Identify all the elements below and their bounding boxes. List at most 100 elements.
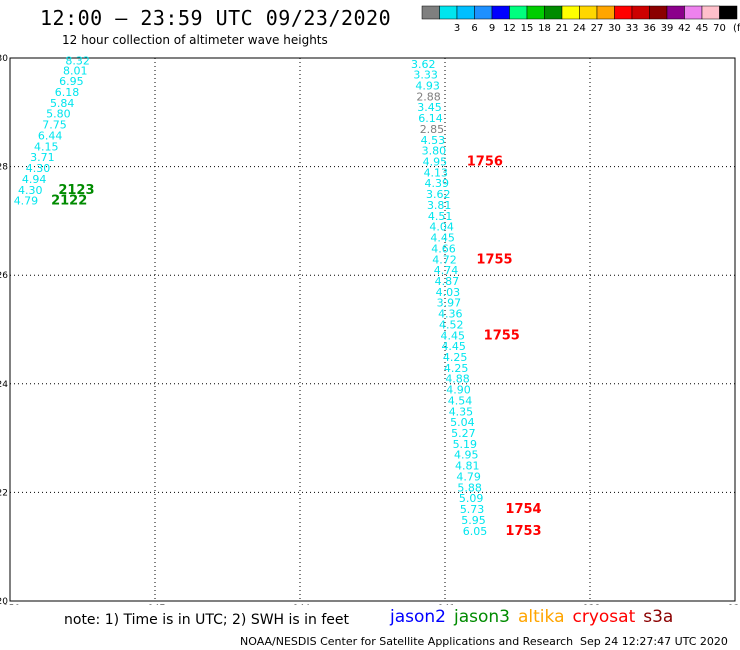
wave-height-point: 4.66 xyxy=(431,242,456,255)
pass-time-label: 2123 xyxy=(58,183,94,198)
wave-height-point: 3.45 xyxy=(417,101,442,114)
wave-height-point: 4.30 xyxy=(18,184,43,197)
legend-label: 70 xyxy=(713,23,726,34)
wave-height-point: 4.93 xyxy=(415,79,440,92)
legend-label: 45 xyxy=(696,23,709,34)
wave-height-point: 4.74 xyxy=(434,264,459,277)
legend-label: 39 xyxy=(661,23,674,34)
wave-height-point: 4.13 xyxy=(424,166,449,179)
pass-time-label: 1756 xyxy=(467,155,503,170)
wave-height-point: 3.80 xyxy=(422,145,447,158)
wave-height-point: 4.36 xyxy=(438,308,463,321)
wave-height-point: 4.45 xyxy=(430,232,455,245)
wave-height-point: 7.75 xyxy=(42,119,67,132)
pass-time-label: 1755 xyxy=(476,252,512,267)
y-tick-label: 24 xyxy=(0,380,8,390)
mission-s3a: s3a xyxy=(643,607,674,627)
mission-jason3: jason3 xyxy=(454,607,510,627)
mission-jason2: jason2 xyxy=(390,607,446,627)
y-tick-label: 30 xyxy=(0,54,8,64)
wave-height-point: 4.30 xyxy=(26,162,51,175)
legend-label: 9 xyxy=(489,23,495,34)
wave-height-point: 4.45 xyxy=(441,340,466,353)
wave-height-point: 5.88 xyxy=(457,481,482,494)
wave-height-point: 5.95 xyxy=(461,514,486,527)
wave-height-point: 4.51 xyxy=(428,210,453,223)
wave-height-point: 4.25 xyxy=(444,362,469,375)
y-tick-label: 22 xyxy=(0,488,8,498)
pass-time-label: 1754 xyxy=(505,502,541,517)
generated-timestamp: Sep 24 12:27:47 UTC 2020 xyxy=(580,635,728,648)
x-tick-label: -141 xyxy=(435,604,455,605)
legend-label: 21 xyxy=(556,23,569,34)
wave-height-point: 2.85 xyxy=(420,123,445,136)
mission-cryosat: cryosat xyxy=(572,607,636,627)
legend-label: 42 xyxy=(678,23,691,34)
pass-time-label: 2122 xyxy=(51,194,87,209)
wave-height-point: 4.39 xyxy=(425,177,450,190)
wave-height-point: 4.95 xyxy=(423,156,448,169)
legend-label: 30 xyxy=(608,23,621,34)
footnote: note: 1) Time is in UTC; 2) SWH is in fe… xyxy=(64,612,350,628)
wave-height-point: 6.05 xyxy=(463,525,488,538)
wave-height-point: 5.80 xyxy=(46,108,71,121)
wave-height-point: 5.73 xyxy=(460,503,485,516)
wave-height-point: 4.25 xyxy=(443,351,468,364)
legend-swatch xyxy=(719,5,738,20)
x-tick-label: -147 xyxy=(145,604,165,605)
wave-height-point: 4.15 xyxy=(34,140,59,153)
wave-height-point: 6.18 xyxy=(55,86,80,99)
legend-label: 27 xyxy=(591,23,604,34)
wave-height-point: 4.87 xyxy=(435,275,460,288)
map-frame xyxy=(9,57,736,602)
wave-height-point: 4.35 xyxy=(449,405,474,418)
wave-height-point: 8.32 xyxy=(65,55,90,68)
wave-height-map: -150 -147 -144 -141 -138 -135 20 22 24 26 28 30 8.32… xyxy=(0,54,740,605)
wave-height-point: 3.81 xyxy=(427,199,452,212)
wave-height-point: 2.88 xyxy=(416,90,441,103)
wave-height-point: 3.33 xyxy=(413,69,438,82)
legend-label: 18 xyxy=(538,23,551,34)
wave-height-point: 5.09 xyxy=(459,492,484,505)
wave-height-point: 5.19 xyxy=(453,438,478,451)
wave-height-point: 4.81 xyxy=(455,460,480,473)
wave-height-point: 4.79 xyxy=(456,470,481,483)
y-tick-label: 28 xyxy=(0,163,8,173)
wave-height-point: 6.44 xyxy=(38,129,63,142)
wave-height-point: 3.62 xyxy=(426,188,451,201)
wave-height-point: 3.97 xyxy=(437,297,462,310)
wave-height-point: 6.95 xyxy=(59,75,84,88)
x-tick-label: -144 xyxy=(290,604,311,605)
pass-time-label: 1755 xyxy=(484,328,520,343)
y-tick-label: 26 xyxy=(0,271,8,281)
map-title: 12:00 – 23:59 UTC 09/23/2020 xyxy=(40,6,392,30)
legend-unit: (ft) xyxy=(733,23,740,34)
wave-height-point: 6.14 xyxy=(418,112,443,125)
wave-height-point: 4.90 xyxy=(446,384,471,397)
wave-height-point: 4.52 xyxy=(439,318,464,331)
mission-altika: altika xyxy=(518,607,565,627)
wave-height-point: 4.45 xyxy=(440,329,465,342)
legend-label: 33 xyxy=(626,23,639,34)
wave-height-point: 5.27 xyxy=(451,427,476,440)
legend-label: 3 xyxy=(454,23,460,34)
credit-line: NOAA/NESDIS Center for Satellite Applica… xyxy=(240,635,574,648)
wave-height-point: 4.54 xyxy=(448,394,473,407)
wave-height-point: 4.79 xyxy=(14,195,39,208)
wave-height-point: 4.04 xyxy=(429,221,454,234)
y-tick-label: 20 xyxy=(0,597,8,605)
wave-height-point: 4.94 xyxy=(22,173,47,186)
legend-label: 15 xyxy=(521,23,534,34)
pass-time-label: 1753 xyxy=(505,524,541,539)
wave-height-point: 3.62 xyxy=(411,58,436,71)
map-subtitle: 12 hour collection of altimeter wave hei… xyxy=(62,33,328,47)
x-tick-label: -138 xyxy=(580,604,601,605)
wave-height-point: 5.04 xyxy=(450,416,475,429)
wave-height-point: 3.71 xyxy=(30,151,55,164)
legend-label: 24 xyxy=(573,23,586,34)
wave-height-point: 4.88 xyxy=(445,373,470,386)
mission-legend: jason2 jason3 altika cryosat s3a xyxy=(390,607,681,627)
legend-label: 36 xyxy=(643,23,656,34)
wave-height-point: 4.03 xyxy=(436,286,461,299)
